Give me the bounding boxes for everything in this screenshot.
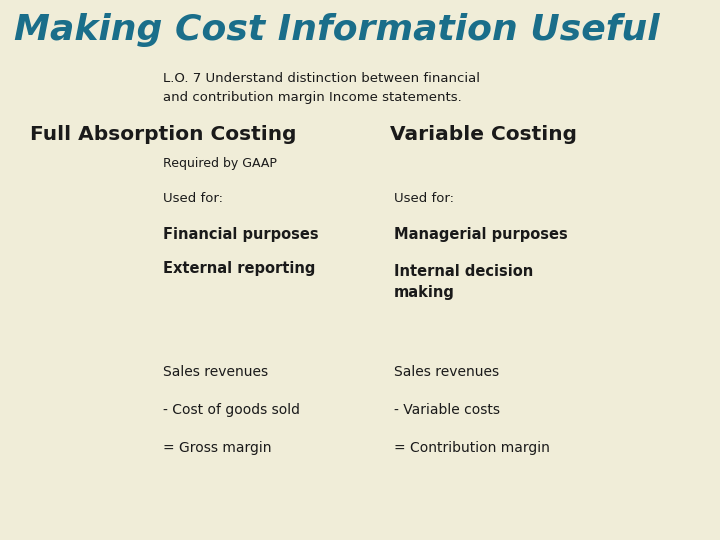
- Text: Variable Costing: Variable Costing: [390, 125, 577, 145]
- Text: Financial purposes: Financial purposes: [163, 226, 319, 241]
- Text: - Variable costs: - Variable costs: [394, 403, 500, 417]
- Text: Used for:: Used for:: [394, 192, 454, 206]
- Text: = Gross margin: = Gross margin: [163, 441, 271, 455]
- Text: - Cost of goods sold: - Cost of goods sold: [163, 403, 300, 417]
- Text: Sales revenues: Sales revenues: [163, 365, 268, 379]
- Text: Full Absorption Costing: Full Absorption Costing: [30, 125, 297, 145]
- Text: Making Cost Information Useful: Making Cost Information Useful: [14, 13, 660, 47]
- Text: making: making: [394, 285, 455, 300]
- Text: Internal decision: Internal decision: [394, 265, 534, 280]
- Text: = Contribution margin: = Contribution margin: [394, 441, 550, 455]
- Text: Required by GAAP: Required by GAAP: [163, 157, 277, 170]
- Text: External reporting: External reporting: [163, 261, 315, 276]
- Text: and contribution margin Income statements.: and contribution margin Income statement…: [163, 91, 462, 104]
- Text: L.O. 7 Understand distinction between financial: L.O. 7 Understand distinction between fi…: [163, 71, 480, 84]
- Text: Sales revenues: Sales revenues: [394, 365, 499, 379]
- Text: Used for:: Used for:: [163, 192, 223, 206]
- Text: Managerial purposes: Managerial purposes: [394, 226, 568, 241]
